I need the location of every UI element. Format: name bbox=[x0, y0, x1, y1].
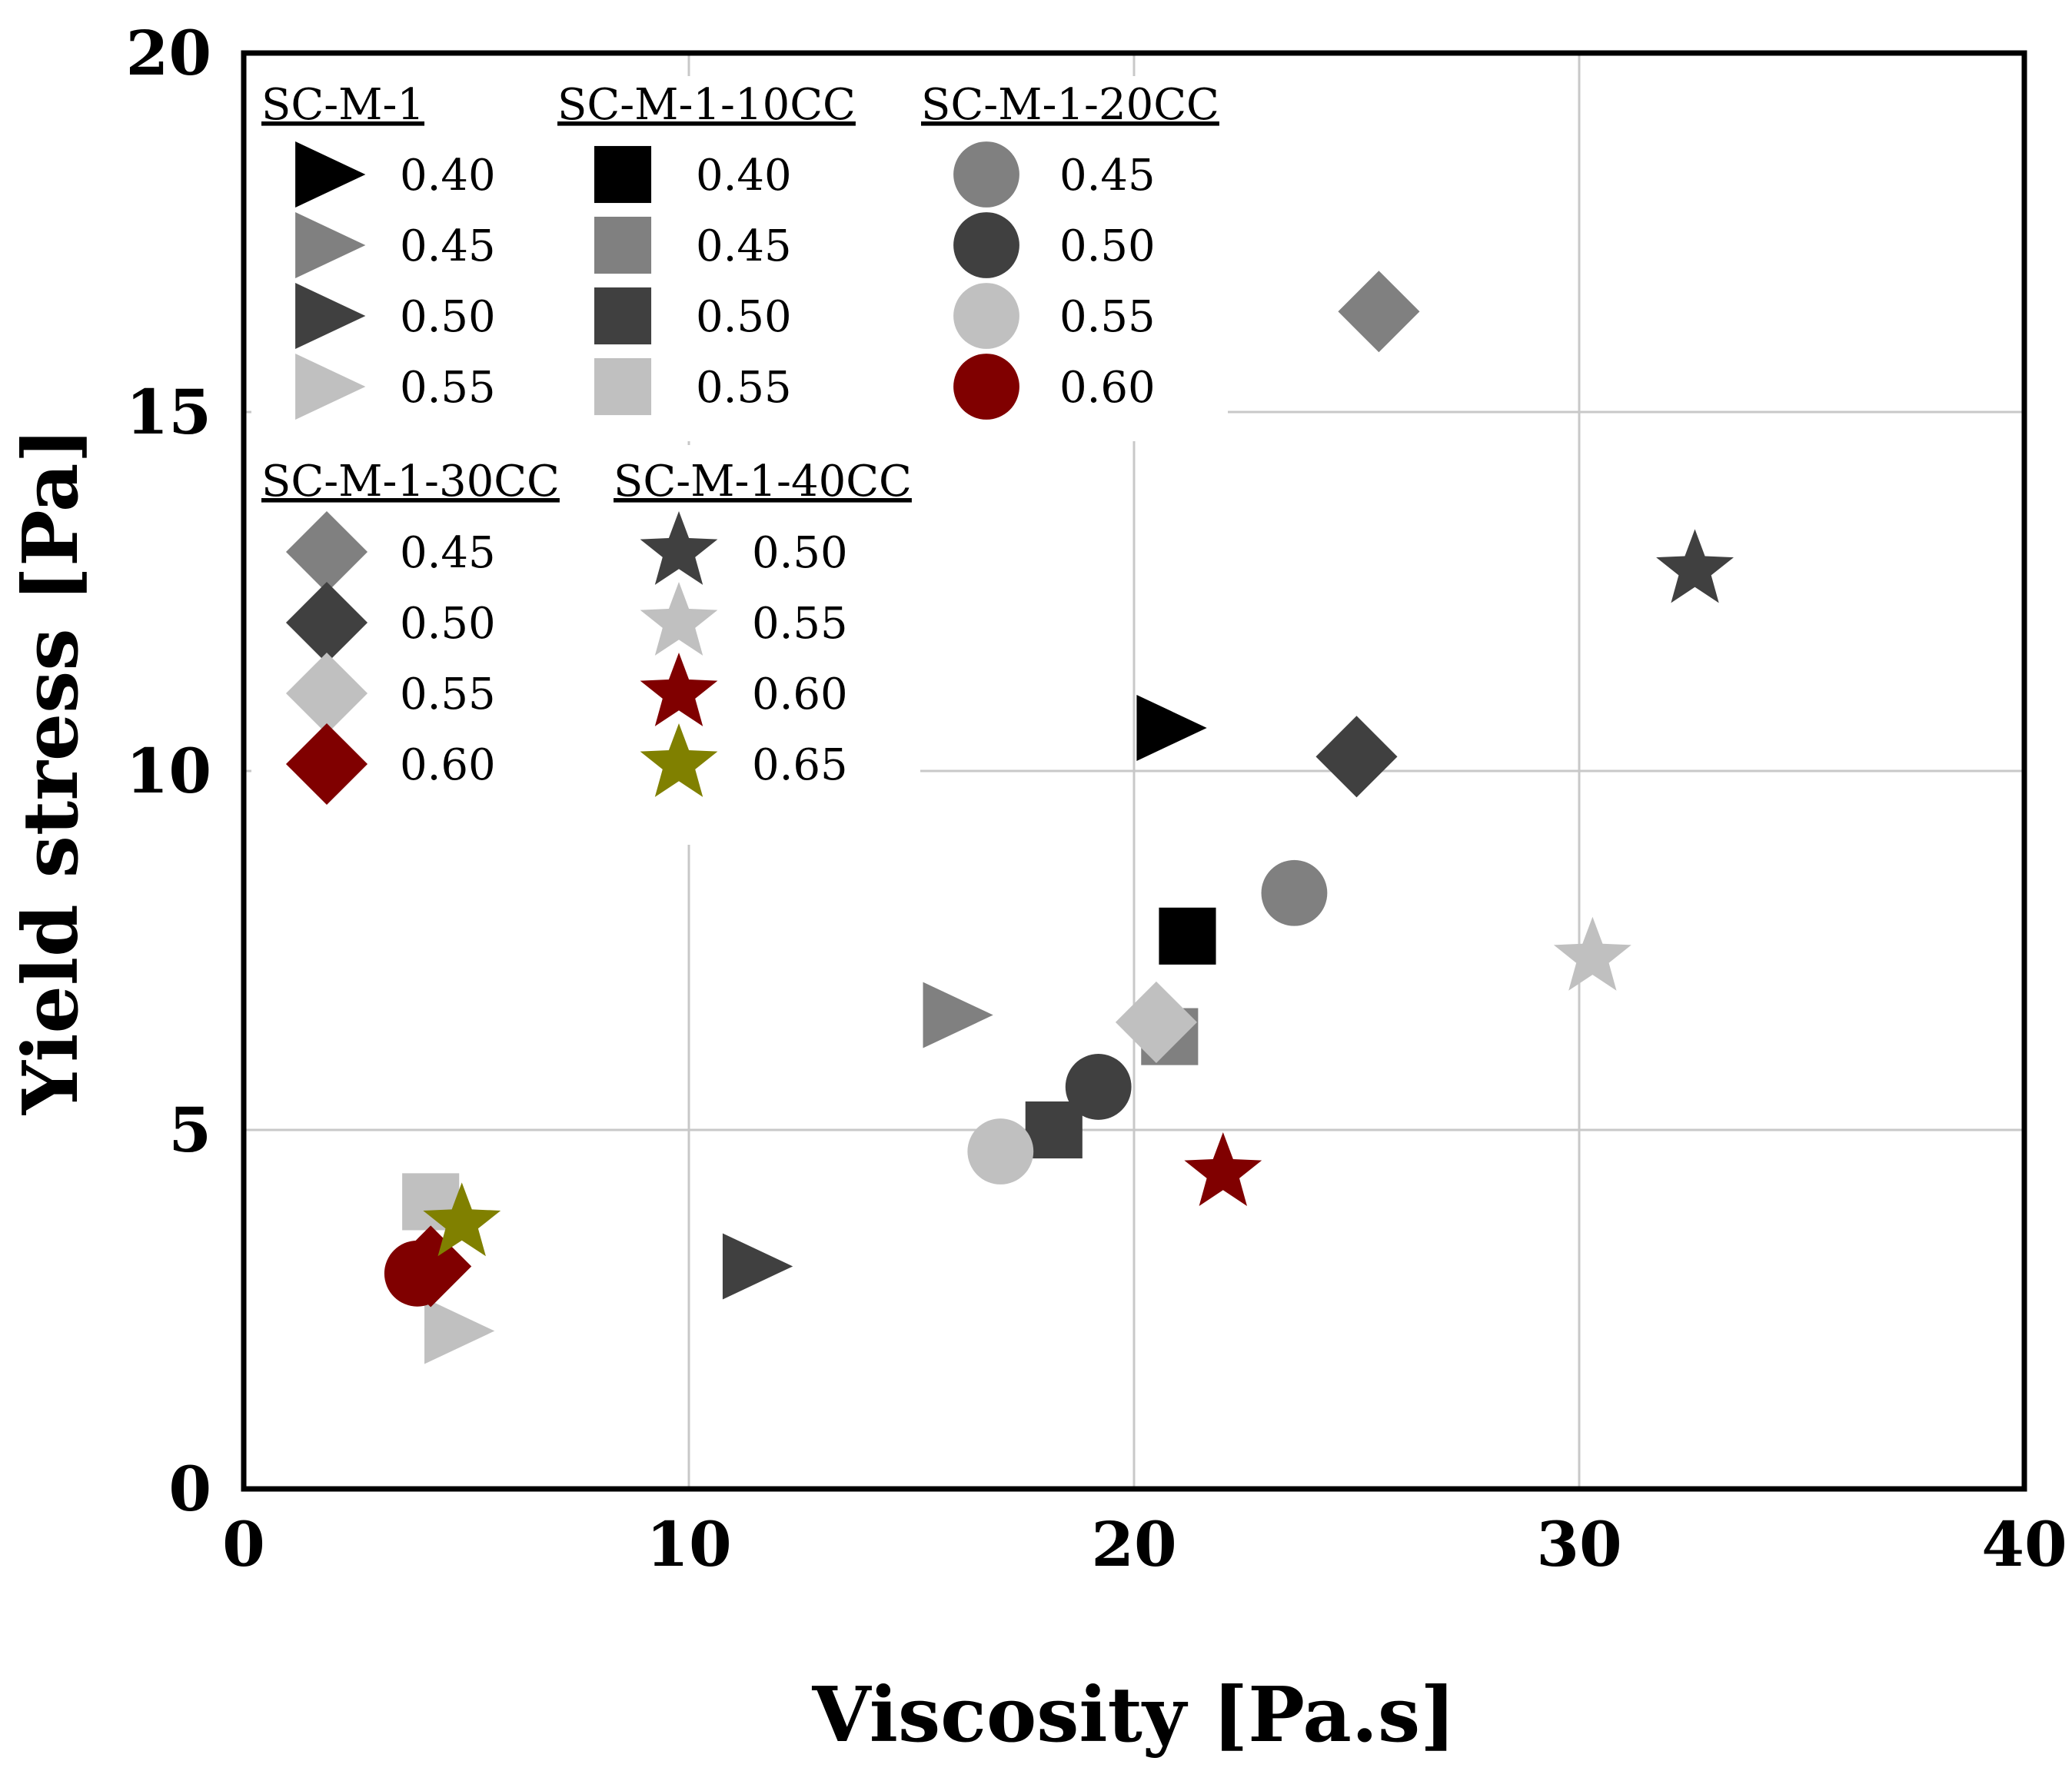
legend-marker-square bbox=[594, 216, 652, 274]
legend-entry-label: 0.45 bbox=[400, 528, 496, 578]
data-point-star bbox=[1553, 916, 1631, 991]
legend-group-0: SC-M-1 0.40 0.45 0.50 0.55 bbox=[261, 80, 496, 420]
legend-entry-label: 0.55 bbox=[400, 363, 496, 413]
data-point-star bbox=[1656, 529, 1734, 603]
tick-labels: 0 10 20 30 40 0 5 10 15 20 bbox=[126, 17, 2067, 1580]
legend-group-4: SC-M-1-40CC 0.50 0.55 0.60 0.65 bbox=[614, 457, 912, 797]
y-tick-label: 5 bbox=[168, 1094, 211, 1166]
x-tick-label: 40 bbox=[1981, 1508, 2067, 1580]
legend-marker-square bbox=[594, 145, 652, 204]
legend-marker-circle bbox=[953, 141, 1019, 208]
y-tick-label: 0 bbox=[168, 1453, 211, 1525]
legend-marker-star bbox=[640, 653, 718, 726]
legend-entry-label: 0.50 bbox=[400, 292, 496, 342]
legend-background-top bbox=[251, 76, 1228, 441]
legend-marker-diamond bbox=[285, 652, 368, 735]
legend-marker-triangle bbox=[295, 354, 366, 420]
legend-group-1: SC-M-1-10CC 0.40 0.45 0.50 0.55 bbox=[557, 80, 856, 416]
legend-marker-triangle bbox=[295, 283, 366, 349]
x-tick-label: 0 bbox=[222, 1508, 265, 1580]
x-tick-label: 30 bbox=[1536, 1508, 1621, 1580]
legend-marker-star bbox=[640, 582, 718, 656]
legend-entry-label: 0.55 bbox=[752, 599, 848, 649]
data-point-circle bbox=[1261, 859, 1328, 926]
legend: SC-M-1 0.40 0.45 0.50 0.55 SC-M-1-10CC 0.40 0.4… bbox=[261, 80, 1219, 806]
legend-entry-label: 0.45 bbox=[400, 221, 496, 271]
data-point-star bbox=[1184, 1132, 1262, 1206]
legend-group-title: SC-M-1-10CC bbox=[557, 80, 856, 130]
legend-entry-label: 0.55 bbox=[696, 363, 792, 413]
legend-group-title: SC-M-1-30CC bbox=[261, 457, 560, 507]
legend-group-3: SC-M-1-30CC 0.45 0.50 0.55 0.60 bbox=[261, 457, 560, 806]
legend-marker-circle bbox=[953, 283, 1019, 349]
legend-entry-label: 0.65 bbox=[752, 740, 848, 790]
data-points bbox=[384, 271, 1734, 1364]
legend-group-2: SC-M-1-20CC 0.45 0.50 0.55 0.60 bbox=[921, 80, 1219, 420]
legend-marker-triangle bbox=[295, 141, 366, 208]
legend-entry-label: 0.55 bbox=[1059, 292, 1156, 342]
legend-group-title: SC-M-1-40CC bbox=[614, 457, 912, 507]
data-point-triangle bbox=[1136, 694, 1207, 761]
legend-entry-label: 0.50 bbox=[1059, 221, 1156, 271]
legend-marker-star bbox=[640, 723, 718, 797]
legend-group-title: SC-M-1 bbox=[261, 80, 424, 130]
data-point-star bbox=[423, 1182, 501, 1257]
data-point-diamond bbox=[1315, 716, 1398, 798]
x-axis-title: Viscosity [Pa.s] bbox=[811, 1671, 1455, 1759]
data-point-circle bbox=[1065, 1054, 1132, 1120]
plot-frame bbox=[241, 50, 2027, 1492]
legend-entry-label: 0.45 bbox=[1059, 151, 1156, 201]
legend-marker-circle bbox=[953, 212, 1019, 278]
legend-entry-label: 0.50 bbox=[752, 528, 848, 578]
legend-marker-square bbox=[594, 287, 652, 345]
legend-group-title: SC-M-1-20CC bbox=[921, 80, 1219, 130]
legend-entry-label: 0.40 bbox=[400, 151, 496, 201]
y-tick-label: 15 bbox=[126, 376, 211, 448]
data-point-triangle bbox=[722, 1233, 793, 1300]
data-point-triangle bbox=[923, 982, 993, 1048]
legend-marker-diamond bbox=[285, 581, 368, 664]
y-tick-label: 20 bbox=[126, 17, 211, 89]
legend-background-bottom bbox=[251, 445, 920, 845]
legend-entry-label: 0.60 bbox=[752, 670, 848, 719]
legend-marker-star bbox=[640, 511, 718, 585]
x-tick-label: 20 bbox=[1091, 1508, 1176, 1580]
data-point-diamond bbox=[1338, 271, 1420, 353]
x-tick-label: 10 bbox=[646, 1508, 731, 1580]
data-point-square bbox=[1025, 1101, 1083, 1159]
legend-entry-label: 0.60 bbox=[400, 740, 496, 790]
legend-entry-label: 0.50 bbox=[696, 292, 792, 342]
legend-entry-label: 0.40 bbox=[696, 151, 792, 201]
y-tick-label: 10 bbox=[126, 735, 211, 807]
y-axis-title: Yield stress [Pa] bbox=[7, 427, 95, 1115]
legend-entry-label: 0.55 bbox=[400, 670, 496, 719]
legend-entry-label: 0.50 bbox=[400, 599, 496, 649]
data-point-diamond bbox=[1115, 981, 1197, 1063]
legend-marker-square bbox=[594, 357, 652, 416]
legend-marker-triangle bbox=[295, 212, 366, 278]
legend-marker-diamond bbox=[285, 510, 368, 593]
data-point-circle bbox=[967, 1118, 1034, 1185]
legend-entry-label: 0.60 bbox=[1059, 363, 1156, 413]
legend-entry-label: 0.45 bbox=[696, 221, 792, 271]
data-point-square bbox=[1159, 907, 1216, 965]
legend-marker-diamond bbox=[285, 723, 368, 806]
legend-marker-circle bbox=[953, 354, 1019, 420]
data-point-triangle bbox=[424, 1298, 495, 1364]
